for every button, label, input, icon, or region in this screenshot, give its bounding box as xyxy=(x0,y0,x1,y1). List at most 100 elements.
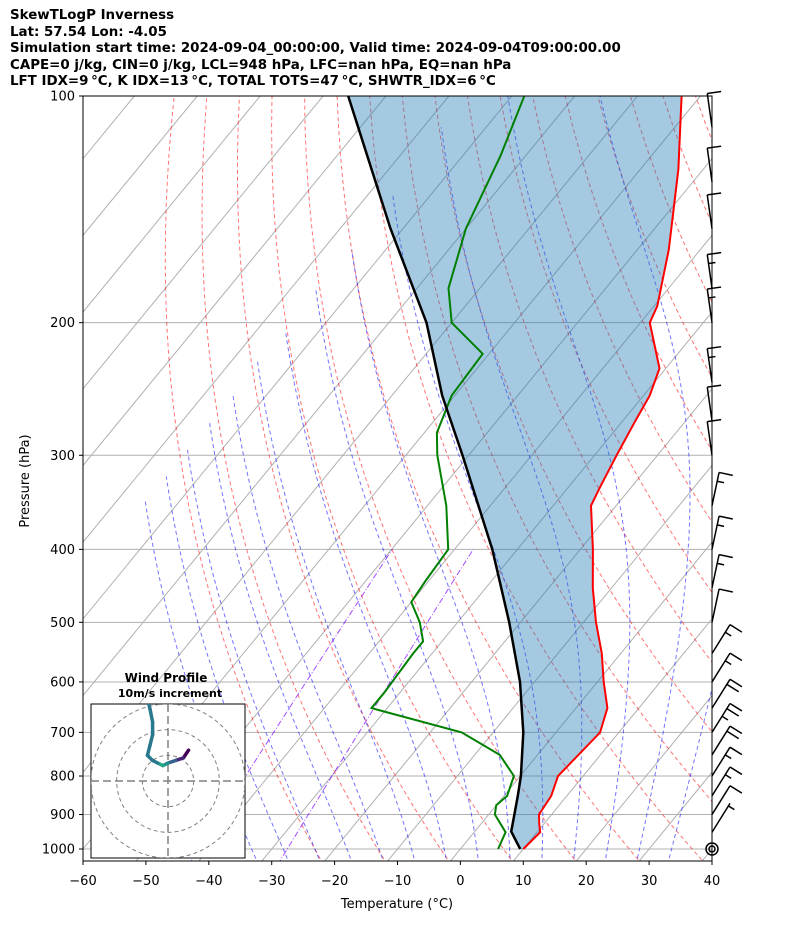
chart-header: SkewTLogP Inverness Lat: 57.54 Lon: -4.0… xyxy=(10,8,621,91)
wind-barb xyxy=(706,192,722,229)
x-tick-label: −40 xyxy=(195,874,222,889)
barb-staff xyxy=(711,785,731,815)
barb-flag xyxy=(707,384,722,388)
y-tick-label: 600 xyxy=(50,675,75,690)
moist-adiabat xyxy=(232,395,384,861)
wind-barb xyxy=(711,702,743,733)
barb-staff xyxy=(706,288,713,323)
x-tick-label: 40 xyxy=(704,874,721,889)
isotherm-line xyxy=(198,234,712,861)
dry-adiabat xyxy=(434,96,712,733)
hodograph-segment xyxy=(148,733,155,747)
barb-flag xyxy=(718,553,733,559)
dry-adiabat xyxy=(237,96,450,861)
barb-flag xyxy=(707,418,722,423)
parcel-temperature-area xyxy=(348,96,682,849)
x-tick-label: −50 xyxy=(132,874,159,889)
moist-adiabat xyxy=(599,96,691,861)
wind-barb xyxy=(706,145,722,182)
barb-flag xyxy=(707,145,722,149)
barb-staff xyxy=(706,93,713,128)
y-tick-label: 300 xyxy=(50,449,75,464)
moist-adiabat xyxy=(507,96,631,861)
barb-flag xyxy=(729,746,743,756)
moist-adiabat xyxy=(284,330,448,861)
dry-adiabat xyxy=(728,96,794,865)
y-tick-label: 500 xyxy=(50,616,75,631)
calm-barb-inner xyxy=(708,845,716,853)
barb-staff xyxy=(706,148,713,182)
barb-flag xyxy=(707,286,722,290)
x-tick-label: 20 xyxy=(578,874,595,889)
dry-adiabat xyxy=(401,96,712,803)
moist-adiabat xyxy=(440,127,583,861)
wind-barb xyxy=(711,624,743,654)
isotherm-line xyxy=(83,96,387,467)
isotherm-line xyxy=(449,541,712,861)
barb-flag xyxy=(729,624,743,633)
barb-flag xyxy=(707,90,722,95)
isotherm-line xyxy=(261,311,712,861)
barb-staff xyxy=(711,746,731,777)
y-tick-label: 400 xyxy=(50,543,75,558)
hodograph-segment xyxy=(146,704,152,711)
wind-barb xyxy=(711,785,743,815)
y-tick-label: 1000 xyxy=(42,843,75,858)
barb-staff xyxy=(711,766,731,797)
mixing-ratio-line xyxy=(190,549,393,861)
wind-barb xyxy=(706,345,722,383)
wind-barb xyxy=(711,515,733,550)
parcel-line xyxy=(347,96,525,850)
barb-flag xyxy=(729,766,743,776)
barb-staff xyxy=(711,472,720,506)
barb-flag xyxy=(707,251,722,256)
x-tick-label: 10 xyxy=(515,874,532,889)
barb-staff xyxy=(711,652,731,683)
barb-flag xyxy=(729,785,743,794)
calm-barb xyxy=(705,842,719,856)
moist-adiabat xyxy=(257,361,416,861)
y-tick-label: 200 xyxy=(50,316,75,331)
barb-flag xyxy=(726,730,740,740)
x-tick-label: −60 xyxy=(69,874,96,889)
dry-adiabat xyxy=(467,96,712,663)
isotherm-line xyxy=(83,96,261,313)
isotherm-line xyxy=(83,96,198,237)
y-tick-label: 900 xyxy=(50,808,75,823)
moist-adiabat xyxy=(165,476,289,861)
wind-barb xyxy=(711,678,743,709)
isotherm-line xyxy=(83,96,450,543)
barb-flag xyxy=(729,725,743,735)
wind-barb xyxy=(711,746,743,777)
temperature-line xyxy=(522,96,683,850)
wind-barb xyxy=(706,286,722,323)
barb-staff xyxy=(711,588,720,623)
wind-barb xyxy=(711,652,743,683)
barb-flag xyxy=(729,652,743,662)
wind-barb xyxy=(706,90,722,128)
barb-half-flag xyxy=(708,355,716,359)
isotherm-line xyxy=(387,464,712,861)
moist-adiabat xyxy=(351,249,511,861)
moist-adiabat xyxy=(392,194,544,861)
dewpoint-line xyxy=(369,96,526,850)
barb-staff xyxy=(711,678,731,709)
hodograph-title: Wind Profile xyxy=(125,671,208,685)
dry-adiabat xyxy=(369,96,704,861)
dry-adiabat xyxy=(336,96,640,861)
x-tick-label: 0 xyxy=(456,874,464,889)
hodograph-plot xyxy=(91,704,245,858)
isotherm-line xyxy=(83,96,324,390)
barb-flag xyxy=(718,515,733,520)
barb-staff xyxy=(711,802,731,833)
x-tick-label: −30 xyxy=(258,874,285,889)
barb-flag xyxy=(729,678,743,688)
location-line: Lat: 57.54 Lon: -4.05 xyxy=(10,24,167,40)
barb-flag xyxy=(726,707,740,717)
time-line: Simulation start time: 2024-09-04_00:00:… xyxy=(10,41,621,56)
barb-staff xyxy=(706,421,713,456)
barb-flag xyxy=(729,702,743,712)
y-axis-label: Pressure (hPa) xyxy=(18,434,33,527)
